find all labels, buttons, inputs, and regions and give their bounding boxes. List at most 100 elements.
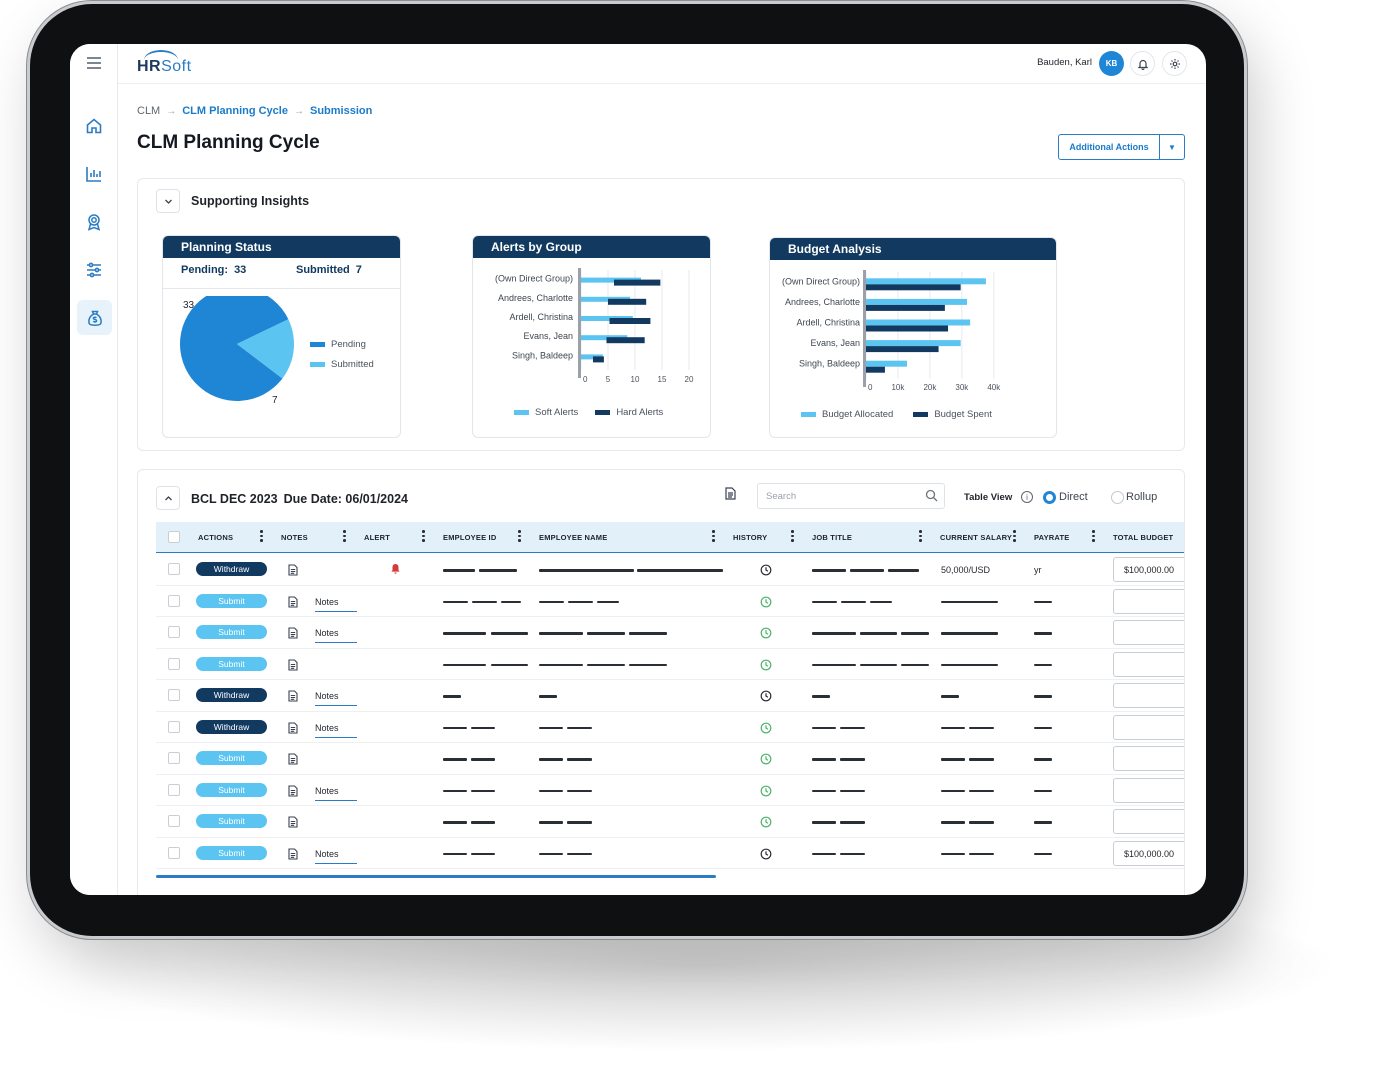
hrsoft-logo[interactable]: HRSoft bbox=[137, 58, 192, 75]
submit-button[interactable]: Submit bbox=[196, 593, 267, 608]
submit-button[interactable]: Submit bbox=[196, 782, 267, 797]
search-input[interactable]: Search bbox=[757, 483, 945, 509]
history-clock-icon[interactable] bbox=[760, 626, 772, 644]
search-icon[interactable] bbox=[925, 489, 938, 507]
total-budget-input[interactable] bbox=[1113, 746, 1184, 771]
chart-icon[interactable] bbox=[81, 161, 107, 187]
row-checkbox[interactable] bbox=[168, 752, 180, 764]
history-clock-icon[interactable] bbox=[760, 595, 772, 613]
total-budget-input[interactable] bbox=[1113, 714, 1184, 740]
export-document-icon[interactable] bbox=[725, 487, 736, 505]
table-row[interactable]: Submit Notes $100,000.00 bbox=[156, 838, 1184, 869]
submit-button[interactable]: Submit bbox=[196, 814, 267, 828]
rollup-radio[interactable] bbox=[1111, 491, 1124, 504]
column-menu-icon[interactable] bbox=[712, 530, 715, 542]
column-menu-icon[interactable] bbox=[919, 530, 922, 542]
notes-link[interactable]: Notes bbox=[315, 628, 357, 643]
column-menu-icon[interactable] bbox=[518, 530, 521, 542]
total-budget-input[interactable] bbox=[1113, 777, 1184, 803]
row-checkbox[interactable] bbox=[168, 594, 180, 607]
document-icon[interactable] bbox=[288, 658, 298, 676]
history-clock-icon[interactable] bbox=[760, 658, 772, 676]
award-icon[interactable] bbox=[81, 209, 107, 235]
table-row[interactable]: Submit Notes bbox=[156, 586, 1184, 617]
column-menu-icon[interactable] bbox=[422, 530, 425, 542]
notes-link[interactable]: Notes bbox=[315, 597, 357, 612]
row-checkbox[interactable] bbox=[168, 689, 180, 701]
column-actions[interactable]: ACTIONS bbox=[198, 533, 234, 542]
row-checkbox[interactable] bbox=[168, 846, 180, 859]
history-clock-icon[interactable] bbox=[760, 752, 772, 770]
info-icon[interactable]: i bbox=[1021, 491, 1033, 503]
notes-link[interactable]: Notes bbox=[315, 786, 357, 801]
additional-actions-label[interactable]: Additional Actions bbox=[1059, 135, 1160, 159]
money-bag-icon[interactable] bbox=[77, 300, 112, 335]
table-row[interactable]: Withdraw Notes bbox=[156, 680, 1184, 712]
row-checkbox[interactable] bbox=[168, 720, 180, 733]
breadcrumb-clm[interactable]: CLM bbox=[137, 105, 161, 117]
column-current-salary[interactable]: CURRENT SALARY bbox=[940, 533, 1013, 542]
avatar[interactable]: KB bbox=[1099, 51, 1124, 76]
row-checkbox[interactable] bbox=[168, 626, 180, 638]
total-budget-input[interactable] bbox=[1113, 809, 1184, 834]
total-budget-input[interactable] bbox=[1113, 651, 1184, 677]
document-icon[interactable] bbox=[288, 847, 298, 865]
select-all-checkbox[interactable] bbox=[168, 531, 180, 543]
table-row[interactable]: Submit bbox=[156, 806, 1184, 838]
breadcrumb-planning-cycle[interactable]: CLM Planning Cycle bbox=[182, 105, 288, 117]
column-history[interactable]: HISTORY bbox=[733, 533, 768, 542]
sliders-icon[interactable] bbox=[81, 257, 107, 283]
history-clock-icon[interactable] bbox=[760, 689, 772, 707]
table-row[interactable]: Submit bbox=[156, 649, 1184, 680]
column-menu-icon[interactable] bbox=[1013, 530, 1016, 542]
document-icon[interactable] bbox=[288, 815, 298, 833]
history-clock-icon[interactable] bbox=[760, 721, 772, 739]
history-clock-icon[interactable] bbox=[760, 815, 772, 833]
submit-button[interactable]: Submit bbox=[196, 656, 267, 671]
withdraw-button[interactable]: Withdraw bbox=[196, 719, 267, 734]
submit-button[interactable]: Submit bbox=[196, 751, 267, 765]
withdraw-button[interactable]: Withdraw bbox=[196, 562, 267, 576]
home-icon[interactable] bbox=[81, 113, 107, 139]
withdraw-button[interactable]: Withdraw bbox=[196, 688, 267, 702]
history-clock-icon[interactable] bbox=[760, 784, 772, 802]
column-total-budget[interactable]: TOTAL BUDGET bbox=[1113, 533, 1174, 542]
document-icon[interactable] bbox=[288, 626, 298, 644]
column-menu-icon[interactable] bbox=[343, 530, 346, 542]
notes-link[interactable]: Notes bbox=[315, 691, 357, 706]
menu-icon[interactable] bbox=[87, 57, 101, 69]
document-icon[interactable] bbox=[288, 595, 298, 613]
direct-radio[interactable] bbox=[1043, 491, 1056, 504]
row-checkbox[interactable] bbox=[168, 815, 180, 827]
column-notes[interactable]: NOTES bbox=[281, 533, 308, 542]
alert-bell-icon[interactable] bbox=[390, 562, 401, 580]
table-row[interactable]: Submit Notes bbox=[156, 775, 1184, 806]
column-employee-id[interactable]: EMPLOYEE ID bbox=[443, 533, 497, 542]
document-icon[interactable] bbox=[288, 721, 298, 739]
submit-button[interactable]: Submit bbox=[196, 625, 267, 639]
history-clock-icon[interactable] bbox=[760, 563, 772, 581]
row-checkbox[interactable] bbox=[168, 563, 180, 575]
column-menu-icon[interactable] bbox=[791, 530, 794, 542]
total-budget-input[interactable] bbox=[1113, 683, 1184, 708]
bell-icon[interactable] bbox=[1130, 51, 1155, 76]
total-budget-input[interactable] bbox=[1113, 620, 1184, 645]
document-icon[interactable] bbox=[288, 689, 298, 707]
row-checkbox[interactable] bbox=[168, 783, 180, 796]
table-row[interactable]: Submit Notes bbox=[156, 617, 1184, 649]
additional-actions-button[interactable]: Additional Actions ▼ bbox=[1058, 134, 1185, 160]
document-icon[interactable] bbox=[288, 752, 298, 770]
collapse-toggle[interactable] bbox=[156, 189, 180, 213]
submit-button[interactable]: Submit bbox=[196, 845, 267, 860]
notes-link[interactable]: Notes bbox=[315, 849, 357, 864]
total-budget-input[interactable]: $100,000.00 bbox=[1113, 840, 1184, 866]
history-clock-icon[interactable] bbox=[760, 847, 772, 865]
caret-down-icon[interactable]: ▼ bbox=[1168, 142, 1176, 152]
document-icon[interactable] bbox=[288, 563, 298, 581]
row-checkbox[interactable] bbox=[168, 657, 180, 670]
collapse-toggle[interactable] bbox=[156, 486, 180, 510]
column-job-title[interactable]: JOB TITLE bbox=[812, 533, 853, 542]
column-employee-name[interactable]: EMPLOYEE NAME bbox=[539, 533, 608, 542]
table-row[interactable]: Submit bbox=[156, 743, 1184, 775]
column-menu-icon[interactable] bbox=[260, 530, 263, 542]
